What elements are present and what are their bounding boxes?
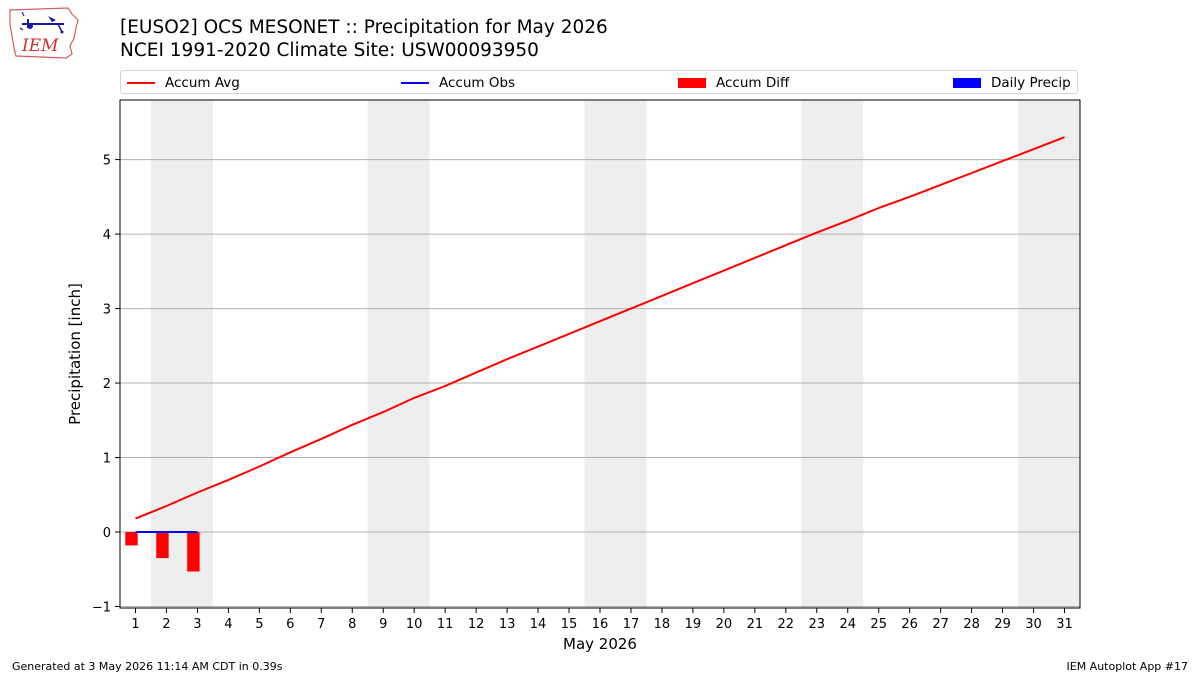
x-tick-label: 7 (317, 617, 325, 632)
legend-label-accum-obs: Accum Obs (439, 75, 516, 91)
chart-title: [EUSO2] OCS MESONET :: Precipitation for… (120, 17, 608, 38)
x-tick-label: 24 (839, 617, 856, 632)
x-tick-label: 6 (286, 617, 294, 632)
bar-accum-diff (156, 532, 169, 559)
legend-swatch-accum-diff (678, 78, 706, 88)
accum-diff-bars (125, 532, 200, 572)
x-tick-label: 17 (623, 617, 640, 632)
x-tick-label: 3 (193, 617, 201, 632)
legend-item-daily-precip: Daily Precip (953, 74, 1071, 92)
x-tick-label: 25 (870, 617, 887, 632)
weekend-band (801, 100, 864, 608)
legend-swatch-daily-precip (953, 78, 981, 88)
weekend-band (584, 100, 647, 608)
iem-logo: IEM (9, 7, 79, 59)
line-accum-avg (135, 136, 1065, 520)
chart-legend: Accum Avg Accum Obs Accum Diff Daily Pre… (120, 70, 1078, 94)
legend-swatch-accum-obs (401, 82, 429, 84)
chart-subtitle: NCEI 1991-2020 Climate Site: USW00093950 (120, 40, 539, 61)
x-tick-label: 14 (530, 617, 547, 632)
y-tick-label: −1 (92, 601, 111, 616)
series-lines (135, 136, 1065, 533)
legend-item-accum-diff: Accum Diff (678, 74, 789, 92)
y-axis-label: Precipitation [inch] (66, 283, 84, 425)
y-tick-label: 3 (103, 303, 111, 318)
legend-item-accum-avg: Accum Avg (127, 74, 240, 92)
y-tick-label: 2 (103, 377, 111, 392)
x-tick-label: 5 (255, 617, 263, 632)
legend-swatch-accum-avg (127, 82, 155, 84)
y-tick-label: 1 (103, 452, 111, 467)
x-tick-label: 23 (809, 617, 826, 632)
weekend-band (367, 100, 430, 608)
x-tick-label: 15 (561, 617, 578, 632)
x-tick-label: 1 (131, 617, 139, 632)
x-tick-label: 11 (437, 617, 454, 632)
weekend-band (1018, 100, 1080, 608)
x-tick-label: 28 (963, 617, 980, 632)
x-tick-label: 19 (685, 617, 702, 632)
x-axis-label: May 2026 (563, 635, 637, 653)
iem-iowa-logo-icon (9, 7, 79, 59)
x-tick-label: 16 (592, 617, 609, 632)
app-id: IEM Autoplot App #17 (1066, 660, 1189, 673)
generated-timestamp: Generated at 3 May 2026 11:14 AM CDT in … (12, 660, 283, 673)
x-tick-label: 22 (778, 617, 795, 632)
x-axis-ticks: 1 2 3 4 5 6 7 8 9 10 11 12 13 14 15 16 17 18 19 20 21 22 23 24 2… (131, 608, 1073, 632)
y-tick-label: 5 (103, 154, 111, 169)
bar-accum-diff (187, 532, 200, 572)
legend-label-daily-precip: Daily Precip (991, 75, 1071, 91)
x-tick-label: 18 (654, 617, 671, 632)
legend-item-accum-obs: Accum Obs (401, 74, 515, 92)
x-tick-label: 20 (716, 617, 733, 632)
x-tick-label: 4 (224, 617, 232, 632)
legend-label-accum-avg: Accum Avg (165, 75, 240, 91)
weekend-band (150, 100, 213, 608)
x-tick-label: 10 (406, 617, 423, 632)
y-axis-ticks: −1 0 1 2 3 4 5 (92, 154, 120, 616)
x-tick-label: 30 (1025, 617, 1042, 632)
y-gridlines (120, 159, 1080, 608)
x-tick-label: 8 (348, 617, 356, 632)
x-tick-label: 9 (379, 617, 387, 632)
weekend-shading (150, 100, 1080, 608)
x-tick-label: 12 (468, 617, 485, 632)
x-tick-label: 29 (994, 617, 1011, 632)
x-tick-label: 2 (162, 617, 170, 632)
x-tick-label: 21 (747, 617, 764, 632)
bar-accum-diff (125, 532, 138, 546)
y-tick-label: 4 (103, 228, 111, 243)
x-tick-label: 13 (499, 617, 516, 632)
x-tick-label: 26 (901, 617, 918, 632)
logo-text: IEM (21, 36, 59, 56)
legend-label-accum-diff: Accum Diff (716, 75, 790, 91)
x-tick-label: 27 (932, 617, 949, 632)
x-tick-label: 31 (1056, 617, 1073, 632)
y-tick-label: 0 (103, 526, 111, 541)
